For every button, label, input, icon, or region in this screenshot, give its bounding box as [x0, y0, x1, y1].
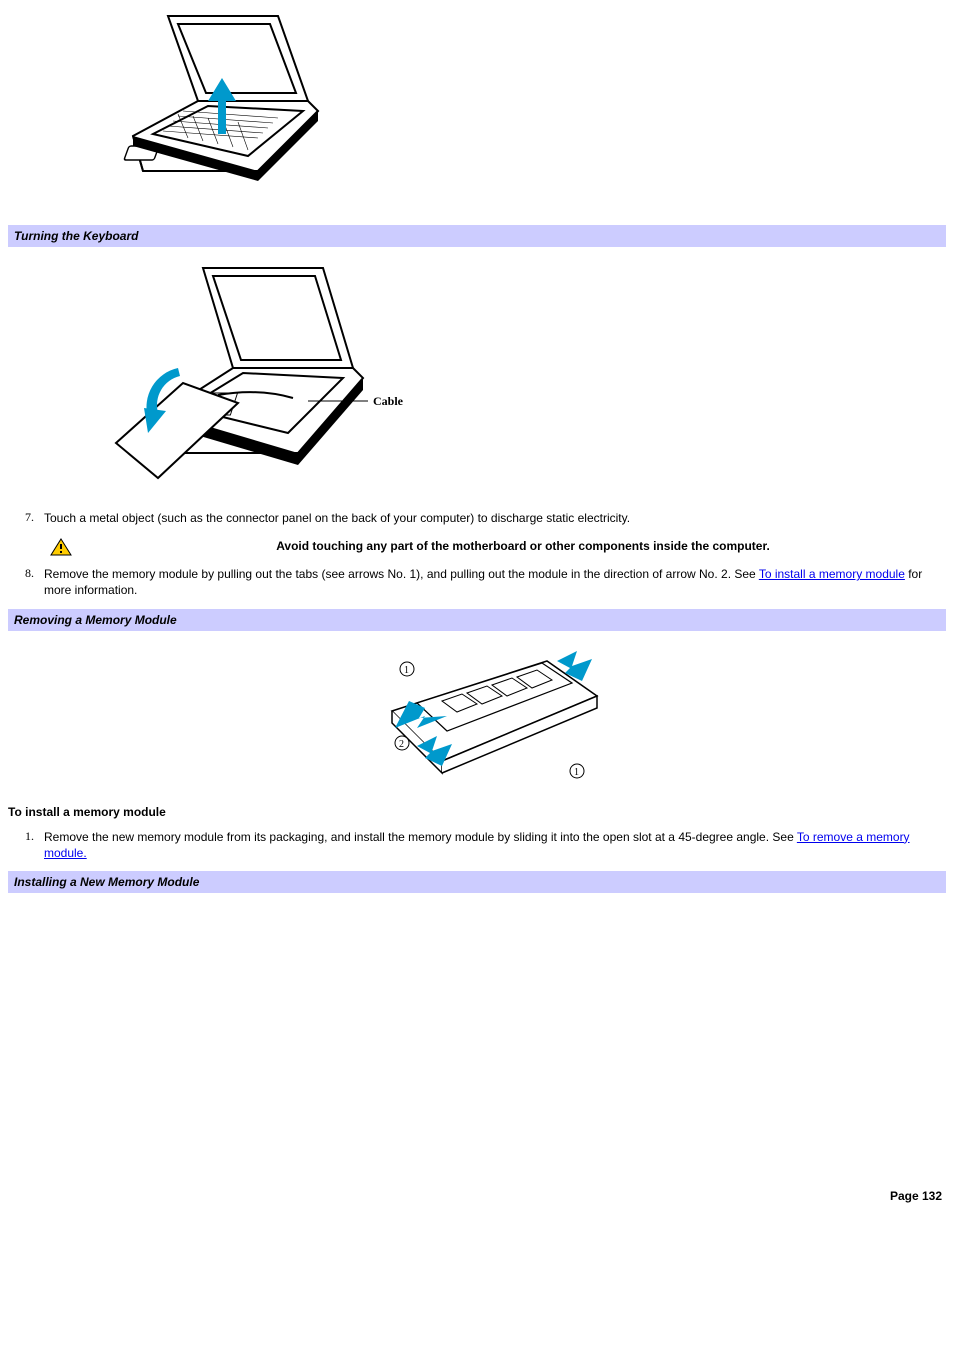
section-header-removing-memory: Removing a Memory Module: [8, 609, 946, 631]
step-8: 8. Remove the memory module by pulling o…: [8, 566, 946, 598]
warning-row: Avoid touching any part of the motherboa…: [8, 538, 946, 556]
install-step-1: 1. Remove the new memory module from its…: [8, 829, 946, 861]
step-number: 8.: [8, 566, 44, 581]
step-text: Remove the memory module by pulling out …: [44, 566, 946, 598]
step8-text-a: Remove the memory module by pulling out …: [44, 567, 759, 581]
figure-remove-memory: 1 2 1: [8, 641, 946, 791]
svg-text:1: 1: [574, 767, 579, 778]
svg-text:1: 1: [404, 665, 409, 676]
link-install-memory[interactable]: To install a memory module: [759, 567, 905, 581]
warning-icon: [8, 538, 120, 556]
figure-turning-keyboard: Cable: [8, 253, 946, 496]
step-text: Remove the new memory module from its pa…: [44, 829, 946, 861]
section-header-turning-keyboard: Turning the Keyboard: [8, 225, 946, 247]
warning-text: Avoid touching any part of the motherboa…: [120, 538, 946, 553]
step-number: 7.: [8, 510, 44, 525]
cable-label: Cable: [373, 394, 404, 408]
step-7: 7. Touch a metal object (such as the con…: [8, 510, 946, 526]
section-header-installing-memory: Installing a New Memory Module: [8, 871, 946, 893]
page-number: Page 132: [8, 1183, 946, 1209]
svg-text:2: 2: [399, 739, 404, 750]
step-number: 1.: [8, 829, 44, 844]
subheading-install-memory: To install a memory module: [8, 805, 946, 819]
step1b-text-a: Remove the new memory module from its pa…: [44, 830, 797, 844]
figure-lift-keyboard: [8, 6, 946, 211]
step-text: Touch a metal object (such as the connec…: [44, 510, 946, 526]
